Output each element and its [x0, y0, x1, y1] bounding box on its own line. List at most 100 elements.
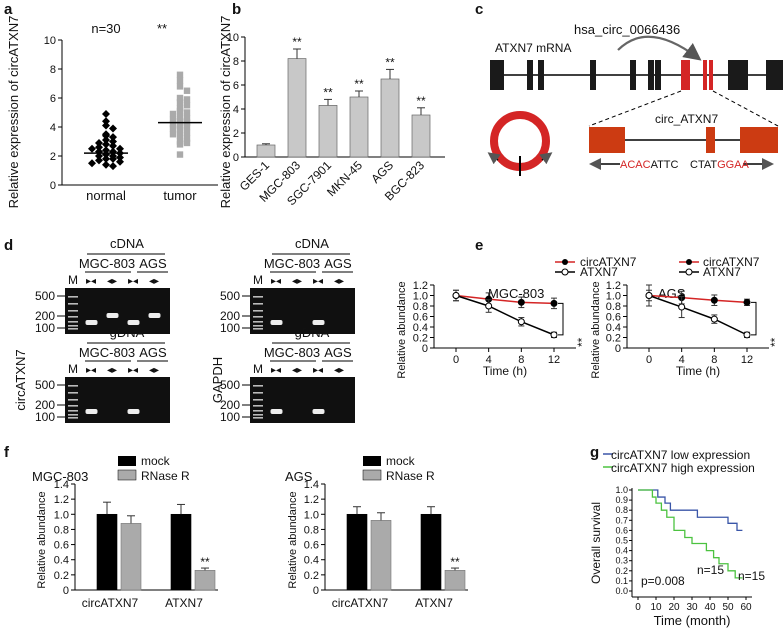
a-point-normal [116, 153, 124, 162]
f2-y-tick-label: 0.2 [304, 570, 319, 582]
f1-y-tick-label: 0.8 [54, 524, 69, 536]
panel-label-a: a [4, 1, 13, 18]
a-point-tumor [176, 126, 184, 134]
d-gene-right: GAPDH [210, 357, 225, 403]
c-primer-left-red: ACAC [620, 159, 651, 171]
f2-sig-label: ** [450, 555, 460, 569]
gel-3-marker-label: M [253, 362, 263, 376]
a-point-tumor [176, 118, 184, 125]
gel-2-primer-arrows: ◂▸ [292, 276, 302, 287]
gel-2-dna-band [312, 320, 325, 325]
gel-1-size-label: 500 [35, 378, 55, 392]
f2-legend-swatch-mock [363, 456, 381, 466]
c-exon [655, 60, 661, 90]
gel-1-ladder-band [68, 417, 78, 419]
g-y-tick-label: 0.9 [615, 495, 628, 505]
gel-2-primer-arrows: ◂▸ [334, 276, 344, 287]
gel-2-ladder-band [253, 303, 263, 305]
g-x-tick-label: 20 [668, 602, 680, 613]
gel-3-size-label: 200 [220, 398, 240, 412]
f2-y-tick-label: 0 [313, 585, 319, 597]
a-point-tumor [176, 71, 184, 78]
a-point-tumor [176, 99, 184, 106]
a-y-tick-label: 0 [50, 180, 56, 192]
e1-point-circATXN7 [550, 299, 558, 307]
f1-sig-label: ** [200, 555, 210, 569]
a-y-axis-label: Relative expression of circATXN7 [6, 16, 21, 209]
g-x-tick-label: 0 [635, 602, 641, 613]
a-point-normal [109, 137, 117, 146]
gel-3-primer-arrows: ◂▸ [292, 365, 302, 376]
gel-3-ladder-band [253, 392, 263, 394]
gel-0-ladder-band [68, 316, 78, 318]
e1-legend-circ: circATXN7 [580, 255, 637, 269]
e1-y-tick-label: 0.8 [413, 301, 428, 313]
f1-bar-mock [96, 513, 118, 591]
c-primer-right-black: CTAT [690, 159, 717, 171]
g-n-low: n=15 [697, 563, 724, 577]
gel-1-primer-arrows: ◂▸ [149, 365, 159, 376]
panel-f-mgc-chart: MGC-803 mock RNase R 0 0.2 0.4 0.6 0.8 1.0 1.2… [32, 454, 218, 610]
e1-y-tick-label: 0.4 [413, 322, 428, 334]
gel-0-primer-arrows: ▸◂ [128, 276, 138, 287]
a-point-normal [109, 141, 117, 150]
c-exon [490, 60, 504, 90]
gel-1-ladder-band [68, 414, 78, 416]
f1-legend-swatch-mock [118, 456, 136, 466]
a-point-tumor [183, 139, 191, 147]
gel-0-primer-arrows: ◂▸ [149, 276, 159, 287]
panel-a-chart: 0 2 4 6 8 10 Relative expression of circATXN7… [6, 16, 218, 209]
gel-2-primer-arrows: ▸◂ [313, 276, 323, 287]
f2-legend-swatch-rnase [362, 469, 382, 481]
a-point-normal [95, 152, 103, 160]
a-point-tumor [176, 113, 184, 121]
e1-point-ATXN7 [452, 292, 460, 299]
c-exon [590, 60, 596, 90]
g-y-tick-label: 0.5 [615, 536, 628, 546]
c-circ-exon-block [740, 127, 778, 153]
f2-bar-RNase-R [370, 520, 392, 591]
f2-title: AGS [285, 469, 313, 484]
e1-y-axis-label: Relative abundance [396, 281, 408, 378]
f2-bar-mock [420, 513, 442, 591]
f2-y-tick-label: 1.4 [304, 479, 319, 491]
e2-y-axis-label: Relative abundance [590, 281, 602, 378]
g-y-axis-label: Overall survival [589, 502, 603, 584]
c-exon [630, 60, 636, 90]
gel-2-size-label: 100 [220, 321, 240, 335]
gel-0-dna-band [85, 320, 98, 325]
gel-0-mgc-label: MGC-803 [79, 256, 135, 271]
c-exon [766, 60, 783, 90]
f1-legend-rnase: RNase R [141, 469, 190, 483]
a-point-tumor [183, 129, 191, 136]
c-circ-exon [681, 60, 690, 90]
gel-3-ags-label: AGS [324, 345, 352, 360]
e1-title: MGC-803 [488, 286, 544, 301]
f1-y-tick-label: 1.4 [54, 479, 69, 491]
a-point-tumor [176, 94, 184, 102]
f1-title: MGC-803 [32, 469, 88, 484]
e1-sig-bracket [558, 302, 564, 336]
gel-3-ladder-band [253, 405, 263, 407]
b-y-tick-label: 6 [233, 80, 239, 92]
e2-x-tick-label: 12 [741, 354, 753, 366]
b-y-tick-label: 8 [233, 56, 239, 68]
d-gene-left: circATXN7 [13, 349, 28, 410]
g-x-tick-label: 40 [704, 602, 716, 613]
a-point-tumor [169, 116, 177, 123]
gel-3-ladder-band [253, 414, 263, 416]
gel-0-ladder-band [68, 321, 78, 323]
panel-label-g: g [590, 444, 599, 461]
g-y-tick-label: 0.0 [615, 586, 628, 596]
f2-y-tick-label: 0.4 [304, 555, 319, 567]
e1-y-tick-label: 0.6 [413, 312, 428, 324]
gel-0-size-label: 500 [35, 289, 55, 303]
gel-1-ladder-band [68, 405, 78, 407]
b-x-tick-label: AGS [368, 158, 396, 186]
gel-3-ladder-band [253, 399, 263, 401]
gel-0-dna-band [127, 320, 140, 325]
c-exon [527, 60, 533, 90]
f2-bar-mock [346, 513, 368, 591]
gel-2-ladder-band [253, 328, 263, 330]
